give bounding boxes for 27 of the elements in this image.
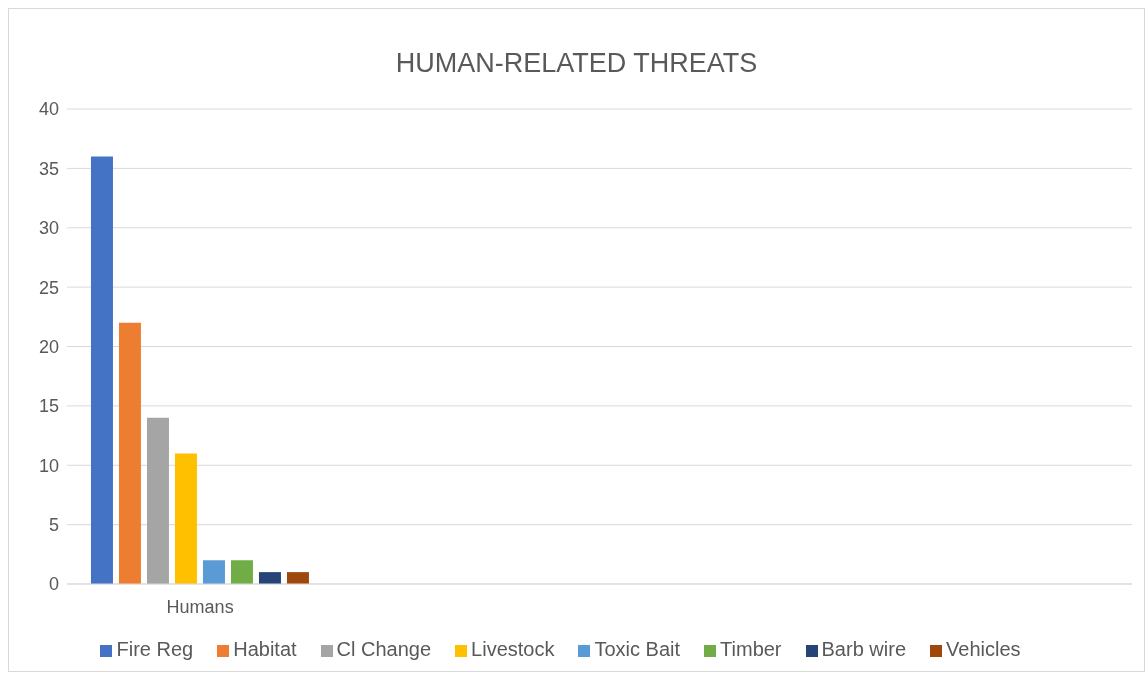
bar [230,560,253,584]
y-tick-label: 10 [38,455,59,476]
y-tick-label: 40 [38,99,59,120]
y-tick-label: 0 [48,574,59,595]
legend-label: Fire Reg [116,638,194,660]
bar [286,572,309,584]
chart-title: HUMAN-RELATED THREATS [394,47,759,80]
y-tick-label: 20 [38,336,59,357]
legend-label: Livestock [471,638,555,660]
bar [90,156,113,584]
y-tick-label: 5 [48,515,59,536]
bar [258,572,281,584]
legend-label: Vehicles [946,638,1021,660]
y-tick-label: 25 [38,277,59,298]
legend-label: Toxic Bait [594,638,681,660]
y-tick-label: 35 [38,158,59,179]
y-tick-label: 30 [38,218,59,239]
bar [118,322,141,584]
legend-label: Habitat [233,638,297,660]
legend-label: Timber [720,638,782,660]
x-tick-label: Humans [166,596,234,617]
bar [174,453,197,584]
bar [202,560,225,584]
legend-label: Barb wire [821,638,907,660]
legend-label: Cl Change [336,638,432,660]
bar [146,417,169,584]
y-tick-label: 15 [38,396,59,417]
